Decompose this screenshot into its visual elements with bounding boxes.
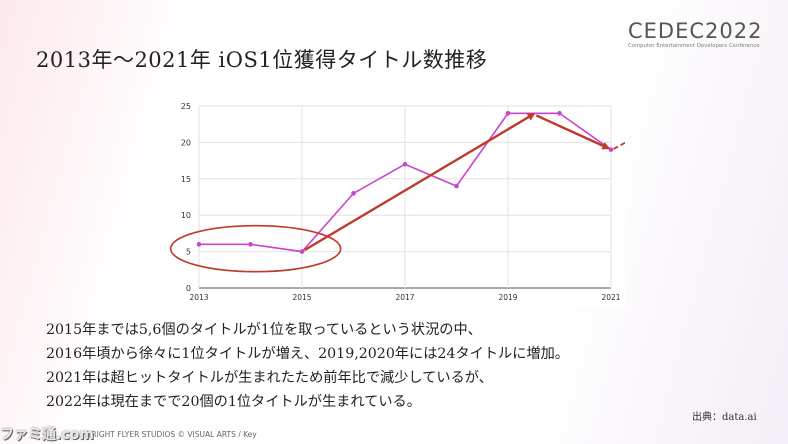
- data-point-2017: [402, 161, 408, 167]
- logo-sub-text: Computer Entertainment Developers Confer…: [628, 43, 760, 49]
- trend-arrow-down: [535, 114, 611, 150]
- note-line-3: 2021年は超ヒットタイトルが生まれたため前年比で減少しているが、: [46, 370, 493, 386]
- data-point-2016: [351, 191, 356, 196]
- cedec-logo: CEDEC2022 Computer Entertainment Develop…: [628, 20, 778, 49]
- y-tick-label: 5: [186, 248, 191, 257]
- trend-arrow-up: [303, 112, 536, 252]
- note-line-4: 2022年は現在までで20個の1位タイトルが生まれている。: [46, 394, 421, 410]
- watermark-logo: ファミ通.com: [0, 427, 94, 443]
- y-tick-label: 25: [181, 102, 191, 111]
- note-line-2: 2016年頃から徐々に1位タイトルが増え、2019,2020年には24タイトルに…: [46, 346, 569, 362]
- y-tick-label: 0: [186, 284, 191, 293]
- slide-notes: 2015年までは5,6個のタイトルが1位を取っているという状況の中、 2016年…: [46, 318, 569, 414]
- data-point-2021: [608, 147, 614, 152]
- data-point-2018: [454, 183, 459, 189]
- data-point-2020: [557, 110, 562, 116]
- x-tick-label: 2021: [601, 293, 620, 302]
- source-label: 出典：data.ai: [692, 412, 757, 423]
- projection-arrow: [613, 141, 625, 150]
- data-point-2014: [248, 242, 253, 247]
- chart-panel: 0 5 10 15 20 25 2013 2015 2017 2019 2021: [167, 90, 625, 308]
- x-tick-label: 2015: [292, 293, 311, 302]
- logo-main-text: CEDEC2022: [628, 19, 763, 43]
- y-tick-label: 20: [181, 138, 191, 147]
- x-tick-label: 2017: [395, 293, 414, 302]
- x-tick-label: 2013: [189, 293, 208, 302]
- highlight-ellipse: [169, 224, 342, 273]
- y-tick-label: 10: [181, 211, 191, 220]
- data-point-2019: [505, 110, 511, 116]
- data-point-2015: [299, 249, 305, 254]
- slide-title: 2013年〜2021年 iOS1位獲得タイトル数推移: [36, 48, 488, 72]
- copyright-text: WRIGHT FLYER STUDIOS © VISUAL ARTS / Key: [84, 430, 257, 439]
- note-line-1: 2015年までは5,6個のタイトルが1位を取っているという状況の中、: [46, 322, 482, 338]
- y-tick-label: 15: [181, 175, 191, 184]
- line-chart: 0 5 10 15 20 25 2013 2015 2017 2019 2021: [169, 102, 625, 302]
- data-point-2013: [196, 242, 202, 247]
- x-tick-label: 2019: [498, 293, 517, 302]
